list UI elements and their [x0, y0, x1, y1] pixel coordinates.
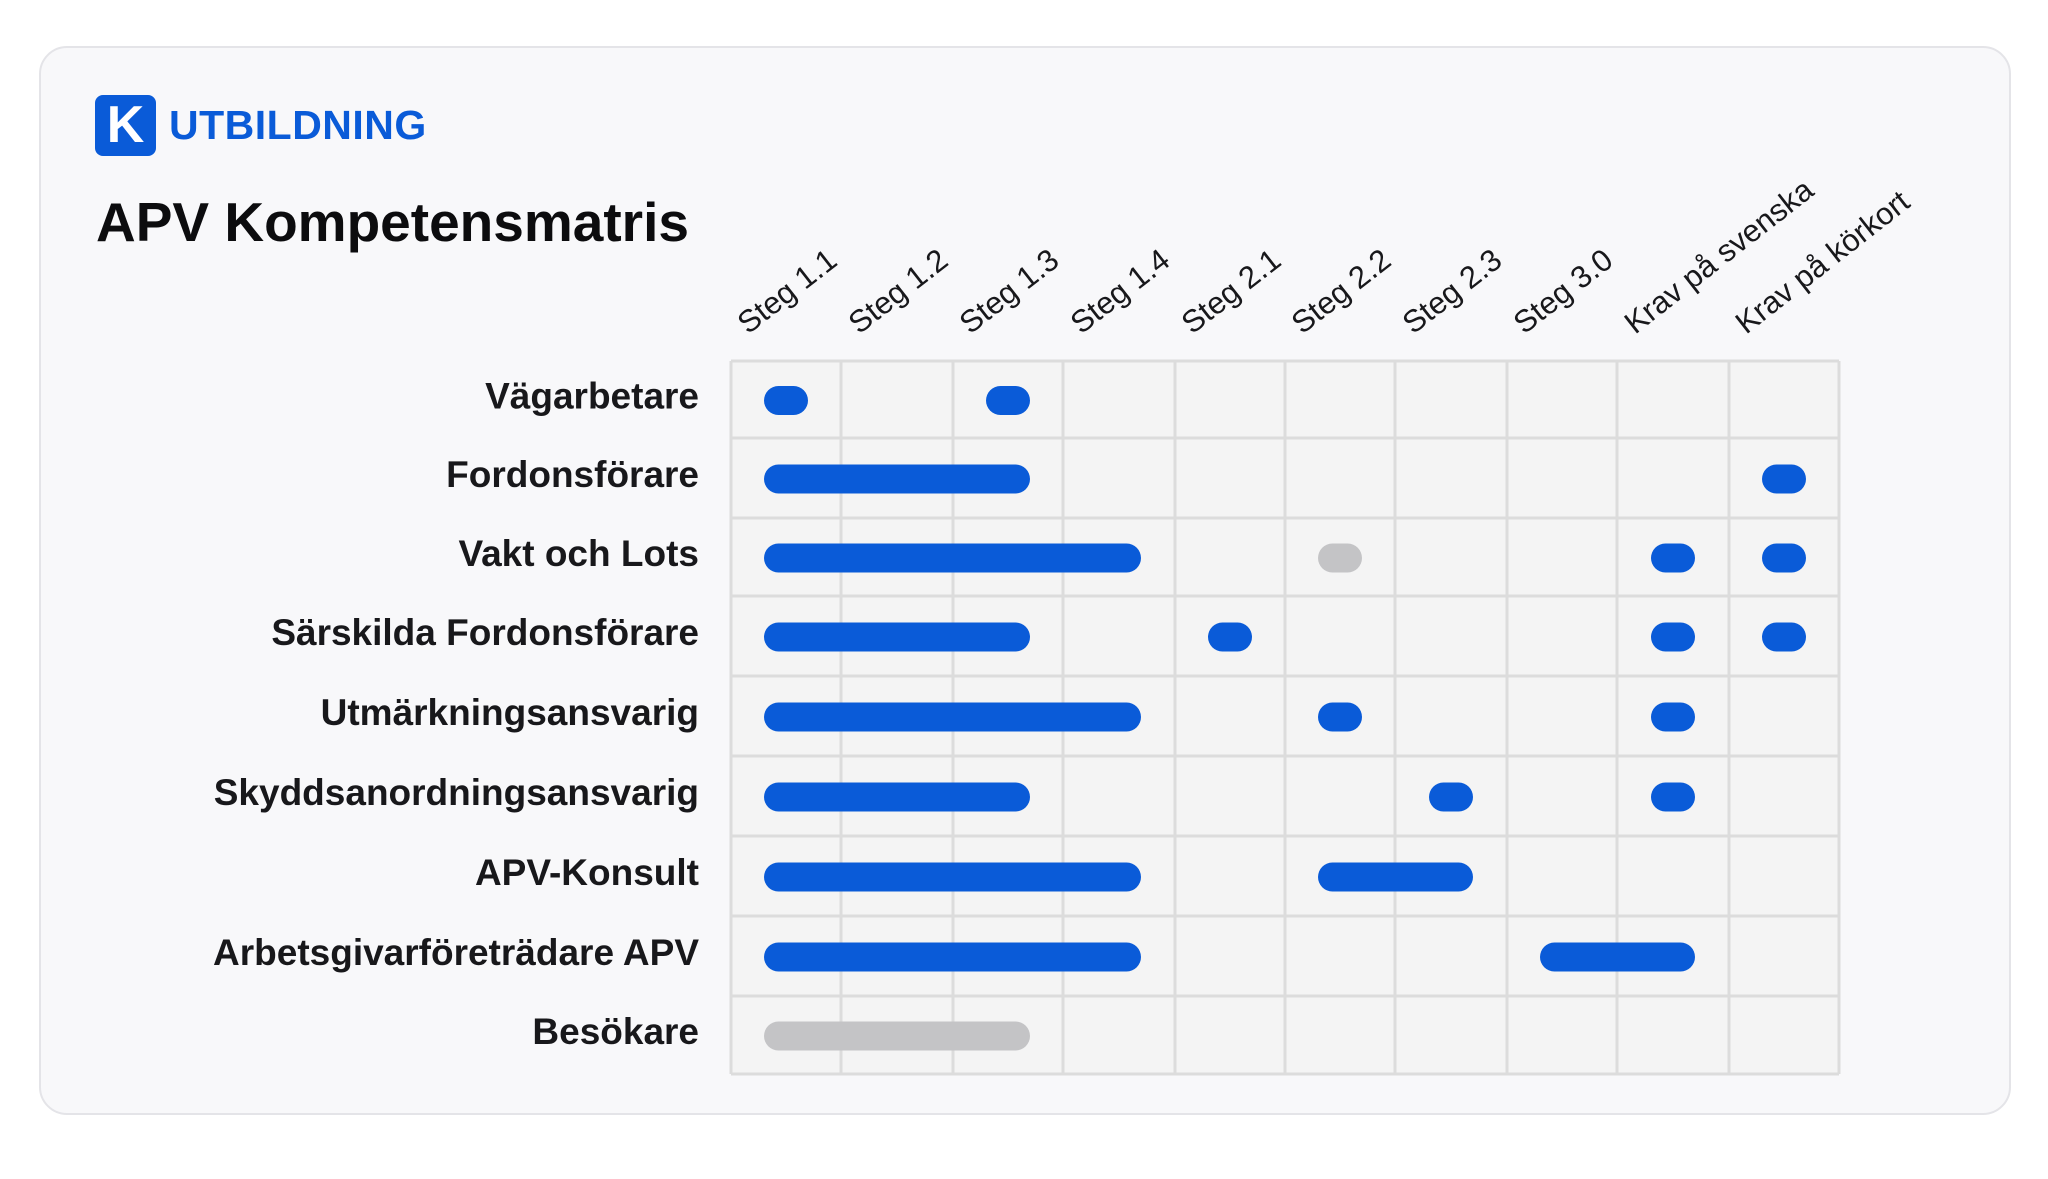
logo-letter: K [106, 96, 145, 154]
page-title: APV Kompetensmatris [96, 191, 689, 253]
requirement-bar [764, 1021, 1030, 1051]
requirement-dot [1318, 543, 1362, 573]
column-header: Steg 1.1 [731, 242, 844, 341]
column-header: Steg 1.2 [842, 242, 955, 341]
requirement-bar [764, 543, 1141, 573]
requirement-bar [1318, 862, 1473, 892]
requirement-dot [1651, 782, 1695, 812]
row-label: Vakt och Lots [458, 533, 699, 574]
requirement-dot [764, 386, 808, 415]
requirement-bar [764, 702, 1141, 732]
requirement-dot [1762, 464, 1806, 494]
column-header: Steg 2.3 [1396, 242, 1509, 341]
requirement-dot [986, 386, 1030, 415]
requirement-dot [1651, 622, 1695, 652]
column-header: Steg 3.0 [1507, 242, 1620, 341]
requirement-bar [764, 862, 1141, 892]
column-header: Krav på svenska [1618, 171, 1821, 340]
row-label: Särskilda Fordonsförare [271, 612, 699, 653]
requirement-dot [1208, 622, 1252, 652]
requirement-bar [1540, 942, 1695, 972]
column-header: Steg 2.2 [1285, 242, 1398, 341]
requirement-dot [1318, 702, 1362, 732]
requirement-bar [764, 622, 1030, 652]
column-header: Steg 2.1 [1175, 242, 1288, 341]
requirement-dot [1651, 702, 1695, 732]
requirement-bar [764, 464, 1030, 494]
row-label: Vägarbetare [485, 376, 699, 417]
k-logo-icon: K [95, 95, 156, 156]
row-label: APV-Konsult [475, 852, 699, 893]
brand-name: UTBILDNING [169, 102, 427, 148]
requirement-bar [764, 942, 1141, 972]
row-label: Utmärkningsansvarig [321, 692, 699, 733]
column-header: Steg 1.3 [953, 242, 1066, 341]
row-label: Skyddsanordningsansvarig [214, 772, 699, 813]
requirement-bar [764, 782, 1030, 812]
requirement-dot [1651, 543, 1695, 573]
requirement-dot [1429, 782, 1473, 812]
row-label: Arbetsgivarföreträdare APV [213, 932, 699, 973]
row-label: Fordonsförare [446, 454, 699, 495]
brand-logo: K UTBILDNING [95, 95, 427, 156]
requirement-dot [1762, 543, 1806, 573]
requirement-dot [1762, 622, 1806, 652]
column-header: Steg 1.4 [1064, 242, 1177, 341]
row-label: Besökare [532, 1011, 699, 1052]
